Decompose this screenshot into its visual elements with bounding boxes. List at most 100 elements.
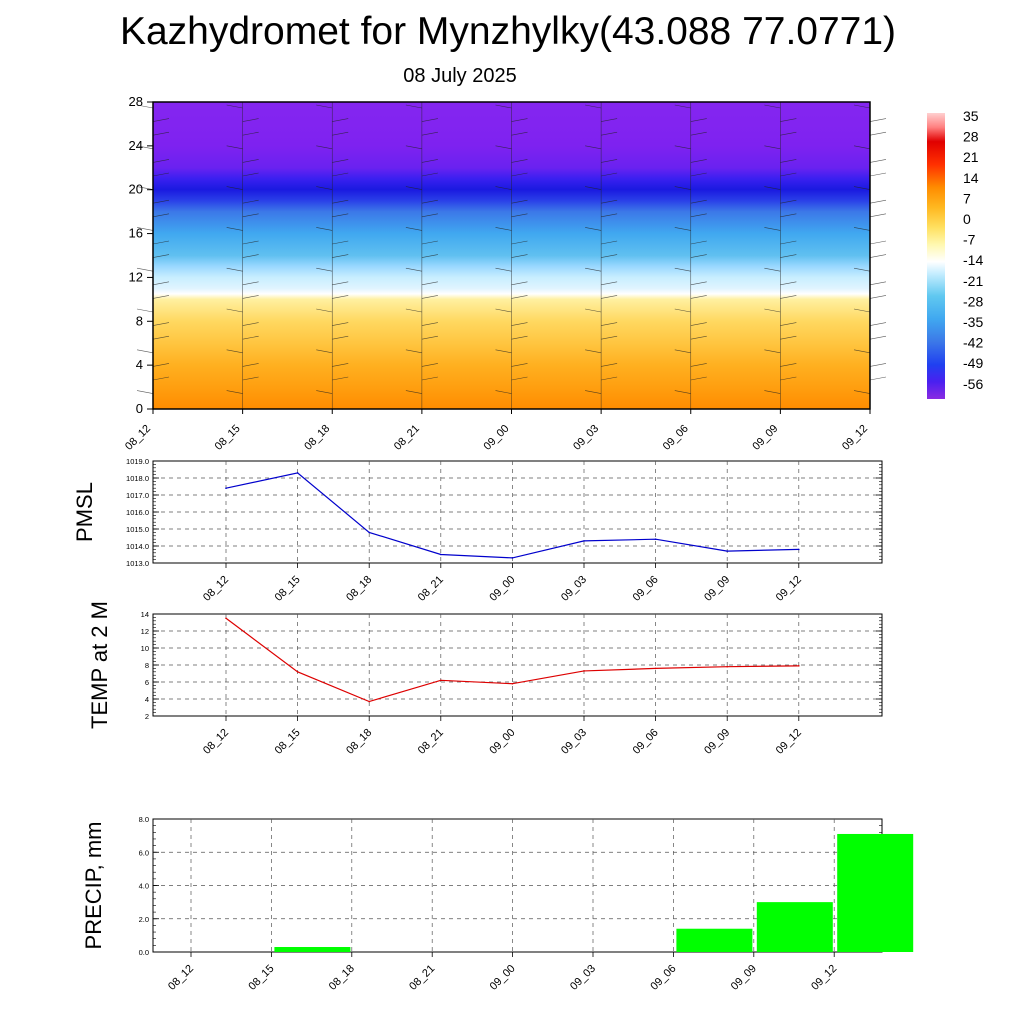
colorbar-label: -28 (963, 293, 983, 309)
wind-barb (242, 322, 259, 326)
x-tick-label: 08_15 (246, 963, 276, 993)
wind-barb (601, 376, 618, 381)
wind-barb (511, 335, 528, 340)
wind-barb (511, 159, 528, 163)
wind-barb (226, 267, 243, 272)
colorbar-label: 21 (963, 149, 979, 165)
x-tick-label: 08_21 (392, 423, 422, 453)
x-tick-label: 08_18 (327, 963, 357, 993)
wind-barb (601, 159, 618, 163)
y-axis-label: PMSL (72, 482, 97, 542)
x-tick-label: 09_12 (774, 574, 804, 604)
wind-barb (421, 322, 438, 326)
wind-barb (511, 376, 528, 381)
wind-barb (332, 131, 349, 136)
colorbar-label: -35 (963, 314, 983, 330)
wind-barb (780, 254, 797, 258)
wind-barb (405, 267, 422, 272)
y-tick-label: 10 (141, 644, 149, 653)
wind-barb (152, 213, 170, 218)
y-tick-label: 28 (129, 94, 143, 109)
wind-barb (764, 308, 781, 313)
wind-barb (242, 376, 259, 381)
wind-barb (316, 186, 333, 190)
wind-barb (421, 118, 438, 122)
wind-barb (511, 322, 528, 326)
wind-barb (405, 104, 422, 109)
y-tick-label: 1016.0 (126, 508, 149, 517)
wind-barb (421, 240, 438, 245)
wind-barb (495, 308, 512, 313)
wind-barb (780, 199, 797, 204)
colorbar-label: 35 (963, 108, 979, 124)
wind-barb (421, 295, 438, 299)
wind-barb (601, 322, 618, 326)
wind-barb (242, 159, 259, 163)
colorbar: 35 28 21 14 7 0 -7 -14 -21 -28 -35 -42 -49 -56 (927, 108, 983, 399)
wind-barb (332, 335, 349, 340)
wind-barb (601, 131, 618, 136)
wind-barb (585, 145, 602, 150)
wind-barb (226, 390, 243, 394)
wind-barb (136, 267, 154, 272)
wind-barb (601, 254, 618, 258)
precip-panel: 0.0 2.0 4.0 6.0 8.0 08_12 08_15 08_18 08_21 09_00… (81, 815, 914, 993)
pmsl-point (798, 548, 800, 551)
wind-barb (690, 240, 707, 245)
wind-barb (690, 376, 707, 381)
x-tick-label: 09_09 (702, 727, 732, 757)
y-tick-label: 4 (136, 357, 143, 372)
y-tick-label: 1018.0 (126, 474, 149, 483)
y-tick-label: 0 (136, 401, 143, 416)
wind-barb (511, 118, 528, 122)
wind-barb (853, 267, 871, 272)
pmsl-point (225, 487, 227, 490)
wind-barb (421, 172, 438, 177)
wind-barb (869, 159, 887, 163)
wind-barb (869, 322, 887, 326)
wind-barb (690, 118, 707, 122)
x-tick-label: 08_15 (273, 727, 303, 757)
wind-barb (869, 254, 887, 258)
wind-barb (690, 213, 707, 218)
colorbar-label: 14 (963, 170, 979, 186)
pmsl-panel: 1013.0 1014.0 1015.0 1016.0 1017.0 1018.0 1019… (72, 457, 883, 604)
precip-bar (837, 833, 914, 952)
y-tick-label: 2.0 (139, 915, 149, 924)
pmsl-point (583, 540, 585, 542)
y-tick-label: 6 (145, 678, 149, 687)
page-title: Kazhydromet for Mynzhylky(43.088 77.0771… (119, 10, 897, 53)
wind-barb (136, 227, 154, 231)
wind-barb (495, 145, 512, 150)
wind-barb (316, 145, 333, 150)
x-tick-label: 09_12 (809, 963, 839, 993)
colorbar-label: -7 (963, 232, 976, 248)
wind-barb (601, 213, 618, 218)
x-tick-label: 09_00 (488, 963, 518, 993)
wind-barb (421, 213, 438, 218)
wind-barb (405, 390, 422, 394)
wind-barb (332, 363, 349, 367)
wind-barb (690, 322, 707, 326)
wind-barb (869, 172, 887, 177)
x-tick-label: 09_00 (487, 727, 517, 757)
wind-barb (511, 213, 528, 218)
wind-barb (405, 308, 422, 313)
y-axis-label: PRECIP, mm (81, 822, 106, 950)
wind-barb (316, 390, 333, 394)
wind-barb (853, 227, 871, 231)
wind-barb (421, 159, 438, 163)
wind-barb (226, 308, 243, 313)
wind-barb (780, 376, 797, 381)
wind-barb (674, 390, 691, 394)
temp-point (440, 679, 442, 682)
wind-barb (136, 104, 154, 109)
x-tick-label: 09_06 (631, 727, 661, 757)
wind-barb (136, 390, 154, 394)
wind-barb (226, 145, 243, 150)
wind-barb (690, 199, 707, 204)
wind-barb (585, 227, 602, 231)
x-tick-label: 08_18 (344, 574, 374, 604)
pmsl-point (296, 472, 299, 474)
wind-barb (495, 267, 512, 272)
